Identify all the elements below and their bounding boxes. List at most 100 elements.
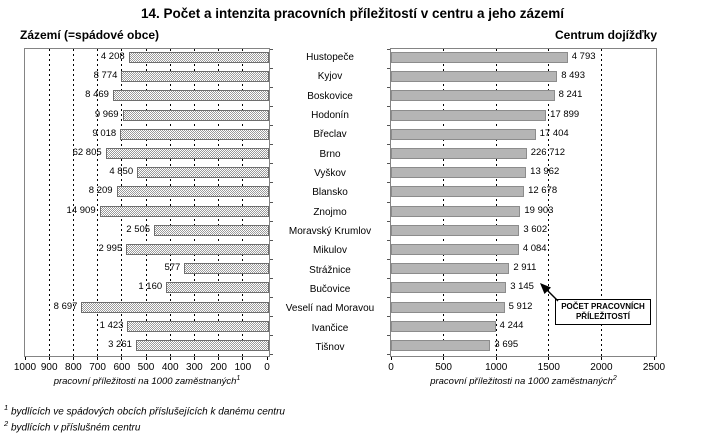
axis-tick	[443, 357, 445, 360]
category-tick	[387, 240, 390, 241]
axis-tick-label: 900	[40, 362, 58, 373]
axis-tick	[145, 357, 147, 360]
bar	[121, 71, 269, 83]
category-label: Hodonín	[311, 110, 349, 122]
bar-value-label: 2 505	[126, 223, 151, 235]
gridline	[169, 49, 171, 356]
category-tick	[387, 221, 390, 222]
axis-tick-label: 500	[435, 362, 452, 373]
left-chart-header: Zázemí (=spádové obce)	[20, 28, 160, 42]
axis-tick-label: 1500	[537, 362, 560, 373]
bar-value-label: 1 423	[99, 319, 124, 331]
bar	[391, 282, 507, 294]
gridline	[548, 49, 550, 356]
bar	[391, 148, 527, 160]
category-tick	[270, 68, 273, 69]
category-tick	[270, 202, 273, 203]
axis-tick-label: 1000	[13, 362, 37, 373]
bar-value-label: 8 469	[85, 89, 109, 101]
category-label: Mikulov	[313, 245, 347, 257]
left-axis-title: pracovní příležitosti na 1000 zaměstnaný…	[24, 375, 270, 387]
bar-value-label: 2 911	[513, 262, 537, 274]
bar-value-label: 9 018	[92, 127, 117, 139]
bar	[128, 52, 269, 64]
bar	[120, 128, 269, 140]
bar	[154, 224, 269, 236]
bar-value-label: 577	[164, 262, 181, 274]
bar	[391, 167, 527, 179]
bar	[122, 109, 269, 121]
bar-value-label: 19 903	[524, 204, 554, 216]
bar-value-label: 226 712	[530, 147, 566, 159]
gridline	[121, 49, 123, 356]
bar	[105, 148, 269, 160]
axis-tick-label: 2000	[590, 362, 613, 373]
gridline	[495, 49, 497, 356]
category-tick	[387, 278, 390, 279]
bar	[126, 243, 269, 255]
axis-tick	[169, 357, 171, 360]
bar	[391, 71, 558, 83]
left-axis-title-text: pracovní příležitosti na 1000 zaměstnaný…	[53, 376, 237, 388]
gridline	[218, 49, 220, 356]
category-tick	[270, 49, 273, 50]
bar-value-label: 4 850	[109, 166, 134, 178]
category-tick	[387, 202, 390, 203]
axis-tick-label: 500	[137, 362, 155, 373]
gridline	[242, 49, 244, 356]
category-tick	[270, 316, 273, 317]
category-label: Břeclav	[313, 129, 347, 141]
category-tick	[270, 182, 273, 183]
bar-value-label: 2 995	[98, 242, 123, 254]
category-label: Boskovice	[307, 90, 353, 102]
right-axis-title-text: pracovní příležitosti na 1000 zaměstnaný…	[430, 376, 613, 388]
category-label: Brno	[319, 148, 341, 160]
gridline	[443, 49, 445, 356]
bar-value-label: 5 912	[508, 300, 533, 312]
bar-value-label: 3 695	[494, 338, 519, 350]
bar-value-label: 3 261	[108, 338, 132, 350]
category-tick	[387, 182, 390, 183]
category-label: Kyjov	[317, 71, 343, 83]
axis-tick-label: 400	[161, 362, 179, 373]
footnote-2-sup: 2	[4, 419, 9, 428]
axis-tick-label: 800	[65, 362, 82, 373]
category-label: Vyškov	[314, 168, 346, 180]
category-labels-column: Hustopeče Kyjov Boskovice Hodonín Břeclav Brn…	[270, 48, 390, 357]
bar	[116, 186, 269, 198]
bar-value-label: 8 241	[558, 89, 583, 101]
bar-value-label: 62 805	[72, 147, 102, 159]
bar	[135, 339, 269, 351]
bar	[112, 90, 269, 102]
bar-value-label: 4 793	[571, 51, 596, 63]
category-tick	[270, 297, 273, 298]
bar	[184, 263, 269, 275]
gridline	[600, 49, 602, 356]
footnote-1-text: bydlících ve spádových obcích příslušejí…	[10, 406, 285, 418]
category-label: Blansko	[312, 187, 348, 199]
bar-value-label: 8 774	[93, 70, 118, 82]
category-tick	[270, 163, 273, 164]
axis-tick	[121, 357, 123, 360]
bar-value-label: 1 160	[138, 281, 163, 293]
bar	[391, 90, 555, 102]
category-label: Moravský Krumlov	[288, 225, 372, 237]
gridline	[145, 49, 147, 356]
axis-tick-label: 300	[186, 362, 203, 373]
bar-value-label: 17 404	[539, 127, 569, 139]
axis-tick	[193, 357, 195, 360]
category-tick	[387, 297, 390, 298]
category-tick	[387, 354, 390, 355]
bar-value-label: 13 962	[530, 166, 560, 178]
category-label: Strážnice	[309, 264, 351, 276]
left-axis-title-sup: 1	[236, 375, 241, 382]
bar-value-label: 8 697	[53, 300, 78, 312]
axis-tick	[24, 357, 26, 360]
category-tick	[270, 335, 273, 336]
bar-value-label: 17 899	[550, 108, 580, 120]
category-tick	[387, 163, 390, 164]
bar	[391, 339, 491, 351]
axis-tick	[653, 357, 655, 360]
figure-title: 14. Počet a intenzita pracovních příleži…	[140, 6, 565, 21]
axis-tick-label: 0	[264, 362, 270, 373]
